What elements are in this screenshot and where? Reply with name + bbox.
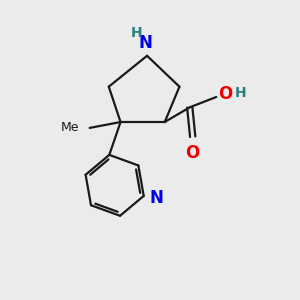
Text: N: N: [149, 189, 163, 207]
Text: Me: Me: [61, 122, 79, 134]
Text: N: N: [139, 34, 152, 52]
Text: O: O: [186, 144, 200, 162]
Text: H: H: [235, 85, 246, 100]
Text: O: O: [218, 85, 232, 103]
Text: H: H: [131, 26, 142, 40]
